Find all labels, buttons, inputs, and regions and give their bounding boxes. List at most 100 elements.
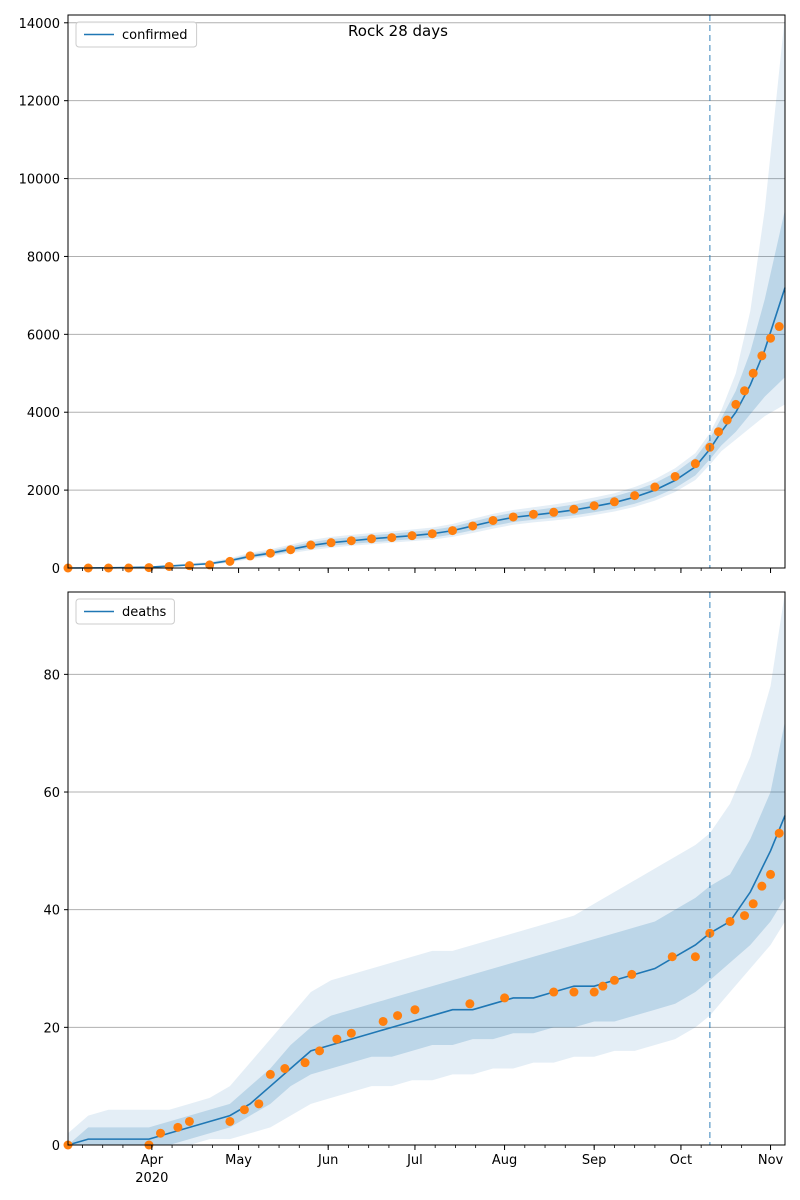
- data-point: [465, 999, 475, 1009]
- data-point: [627, 969, 637, 979]
- x-tick-label: Jun: [317, 1153, 338, 1168]
- data-point: [300, 1058, 310, 1068]
- data-point: [725, 916, 735, 926]
- data-point: [609, 975, 619, 985]
- y-tick-label: 12000: [19, 95, 60, 110]
- data-point: [748, 368, 758, 378]
- data-point: [378, 1016, 388, 1026]
- legend-box: [75, 21, 198, 48]
- x-tick-label: Nov: [758, 1153, 784, 1168]
- data-point: [766, 869, 776, 879]
- uncertainty-band: [68, 721, 785, 1145]
- data-point: [609, 497, 619, 507]
- data-point: [774, 828, 784, 838]
- data-point: [448, 526, 458, 536]
- data-point: [589, 501, 599, 511]
- data-point: [549, 987, 559, 997]
- y-tick-label: 8000: [27, 250, 60, 265]
- data-point: [225, 1116, 235, 1126]
- y-tick-label: 80: [43, 668, 60, 683]
- data-point: [468, 521, 478, 531]
- data-point: [528, 509, 538, 519]
- data-point: [714, 427, 724, 437]
- x-tick-label: Sep: [582, 1153, 607, 1168]
- data-point: [407, 531, 417, 541]
- x-tick-label: Apr: [141, 1153, 164, 1168]
- data-point: [690, 952, 700, 962]
- data-point: [740, 386, 750, 396]
- data-point: [722, 415, 732, 425]
- data-point: [589, 987, 599, 997]
- data-point: [205, 560, 215, 570]
- data-point: [757, 881, 767, 891]
- figure-title: Rock 28 days: [348, 22, 448, 40]
- data-point: [598, 981, 608, 991]
- data-point: [326, 538, 336, 548]
- x-tick-label: May: [225, 1153, 252, 1168]
- axes-frame: [67, 14, 786, 569]
- data-point: [569, 987, 579, 997]
- y-tick-label: 6000: [27, 328, 60, 343]
- data-point: [670, 471, 680, 481]
- data-point: [332, 1034, 342, 1044]
- data-point: [569, 504, 579, 514]
- panel-confirmed: 0 2000 4000 6000 8000 10000 12000 14000 confirme…: [19, 14, 786, 577]
- y-tick-label: 2000: [27, 484, 60, 499]
- data-point: [549, 507, 559, 517]
- legend-label: confirmed: [122, 28, 188, 43]
- data-point: [410, 1005, 420, 1015]
- data-point: [346, 536, 356, 546]
- data-point: [173, 1122, 183, 1132]
- axes-frame: [67, 591, 786, 1146]
- data-point: [757, 351, 767, 361]
- data-point: [315, 1046, 325, 1056]
- data-point: [367, 534, 377, 544]
- data-point: [280, 1064, 290, 1074]
- x-tick-label: Oct: [670, 1153, 692, 1168]
- y-tick-label: 4000: [27, 406, 60, 421]
- legend: confirmed: [75, 21, 198, 48]
- data-point: [393, 1011, 403, 1021]
- data-point: [650, 482, 660, 492]
- data-point: [740, 911, 750, 921]
- data-point: [286, 545, 296, 555]
- data-point: [306, 540, 316, 550]
- y-tick-label: 10000: [19, 173, 60, 188]
- data-point: [346, 1028, 356, 1038]
- y-tick-label: 0: [52, 562, 60, 577]
- y-tick-label: 0: [52, 1139, 60, 1154]
- data-point: [387, 533, 397, 543]
- data-point: [265, 548, 275, 558]
- y-tick-label: 14000: [19, 17, 60, 32]
- data-point: [508, 512, 518, 522]
- legend-label: deaths: [122, 605, 167, 620]
- data-point: [239, 1105, 249, 1115]
- y-tick-label: 40: [43, 904, 60, 919]
- data-point: [156, 1128, 166, 1138]
- uncertainty-band: [68, 209, 785, 568]
- y-tick-label: 20: [43, 1021, 60, 1036]
- x-tick-label: Jul: [406, 1153, 423, 1168]
- legend-box: [75, 598, 175, 625]
- data-point: [630, 491, 640, 501]
- x-tick-label: Aug: [492, 1153, 517, 1168]
- x-year-label: 2020: [135, 1171, 168, 1186]
- data-point: [766, 333, 776, 343]
- data-point: [774, 322, 784, 332]
- series-line-confirmed: [67, 287, 786, 569]
- data-point: [667, 952, 677, 962]
- legend: deaths: [75, 598, 175, 625]
- data-point: [427, 529, 437, 539]
- data-point: [731, 399, 741, 409]
- data-point: [184, 1116, 194, 1126]
- data-point: [488, 515, 498, 525]
- data-point: [164, 561, 174, 571]
- data-point: [748, 899, 758, 909]
- data-point: [245, 551, 255, 561]
- data-point: [690, 459, 700, 469]
- data-point: [265, 1069, 275, 1079]
- y-tick-label: 60: [43, 786, 60, 801]
- data-point: [225, 556, 235, 566]
- data-point: [500, 993, 510, 1003]
